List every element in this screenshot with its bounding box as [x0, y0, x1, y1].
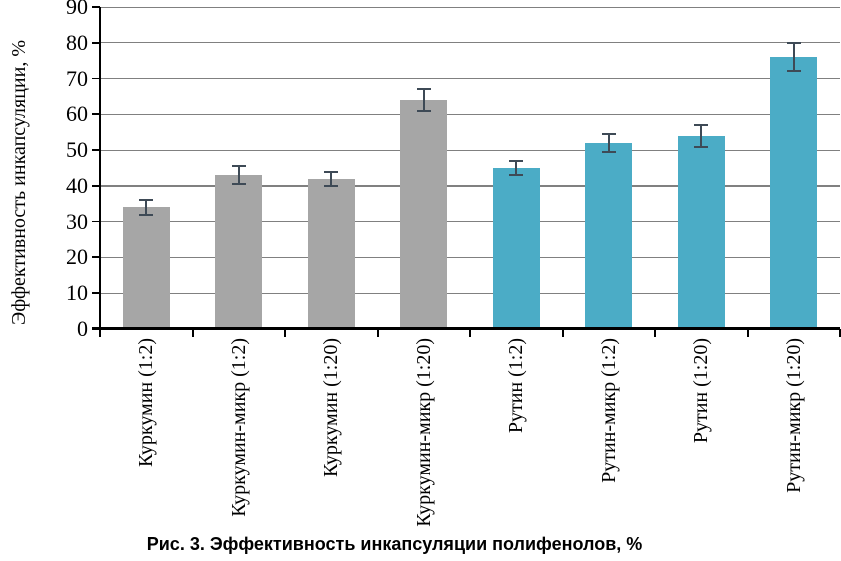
error-cap-bottom [786, 70, 801, 73]
bar [215, 175, 263, 329]
x-axis-tick [191, 329, 194, 337]
x-axis-tick [654, 329, 656, 337]
y-axis-tick [92, 77, 100, 80]
gridline [100, 42, 840, 44]
error-cap-bottom [601, 150, 616, 153]
y-tick-label: 30 [66, 208, 88, 234]
error-cap-top [416, 88, 431, 91]
error-bar [515, 160, 518, 176]
error-cap-top [694, 124, 709, 127]
x-tick-label: Куркумин (1:2) [135, 338, 158, 467]
y-tick-label: 10 [66, 280, 88, 306]
x-axis-tick [561, 329, 564, 337]
gridline [100, 185, 840, 187]
y-axis-tick [92, 220, 100, 223]
error-bar [792, 42, 795, 72]
gridline [100, 6, 840, 8]
bar [122, 207, 170, 329]
y-axis-tick [92, 292, 100, 294]
y-axis-line [99, 7, 101, 333]
error-cap-bottom [324, 184, 339, 187]
y-axis-title: Эффективность инкапсуляции, % [8, 40, 30, 325]
y-axis-tick [92, 256, 100, 259]
error-bar [330, 171, 333, 186]
error-cap-top [139, 199, 154, 202]
error-cap-bottom [139, 213, 154, 216]
error-bar [237, 166, 240, 185]
x-tick-label: Куркумин-микр (1:20) [412, 338, 435, 527]
y-tick-label: 90 [66, 0, 88, 19]
x-tick-label: Куркумин (1:20) [320, 338, 343, 477]
gridline [100, 292, 840, 294]
y-axis-tick [92, 184, 100, 187]
bar [677, 135, 725, 329]
y-tick-label: 40 [66, 172, 88, 198]
error-cap-bottom [694, 145, 709, 148]
x-axis-tick [284, 329, 286, 337]
figure-caption: Рис. 3. Эффективность инкапсуляции полиф… [146, 534, 643, 554]
error-cap-top [601, 133, 616, 135]
bar [585, 143, 633, 329]
x-axis-tick [839, 329, 841, 337]
y-tick-label: 20 [66, 244, 88, 270]
error-bar [607, 134, 610, 152]
gridline [100, 113, 840, 115]
x-tick-label: Рутин (1:20) [690, 338, 713, 444]
error-bar [145, 200, 148, 215]
gridline [100, 78, 840, 80]
y-tick-label: 50 [66, 137, 88, 163]
bar [770, 57, 818, 329]
x-axis-tick [376, 329, 379, 337]
gridline [100, 221, 840, 223]
bar [307, 178, 355, 329]
y-tick-label: 70 [66, 65, 88, 91]
y-axis-tick [92, 41, 100, 44]
x-tick-label: Рутин-микр (1:2) [597, 338, 620, 483]
gridline [100, 149, 840, 151]
bar [400, 100, 448, 329]
y-axis-tick [92, 149, 100, 151]
x-axis-line [92, 327, 840, 330]
error-cap-bottom [231, 183, 246, 186]
x-axis-tick [99, 329, 101, 337]
error-cap-bottom [509, 174, 524, 177]
error-cap-top [509, 159, 524, 162]
x-tick-label: Рутин-микр (1:20) [782, 338, 805, 493]
y-axis-tick [92, 6, 100, 8]
gridline [100, 256, 840, 259]
y-tick-label: 60 [66, 101, 88, 127]
y-tick-label: 0 [77, 316, 88, 341]
y-axis-tick [92, 113, 100, 116]
x-axis-tick [746, 329, 749, 337]
error-bar [700, 125, 703, 147]
error-bar [422, 89, 425, 111]
x-tick-label: Куркумин-микр (1:2) [227, 338, 250, 517]
error-cap-bottom [416, 109, 431, 112]
x-tick-label: Рутин (1:2) [505, 338, 528, 434]
error-cap-top [231, 165, 246, 168]
error-cap-top [324, 170, 339, 173]
x-axis-tick [469, 329, 471, 337]
y-tick-label: 80 [66, 29, 88, 55]
error-cap-top [786, 41, 801, 44]
bar [492, 168, 540, 329]
